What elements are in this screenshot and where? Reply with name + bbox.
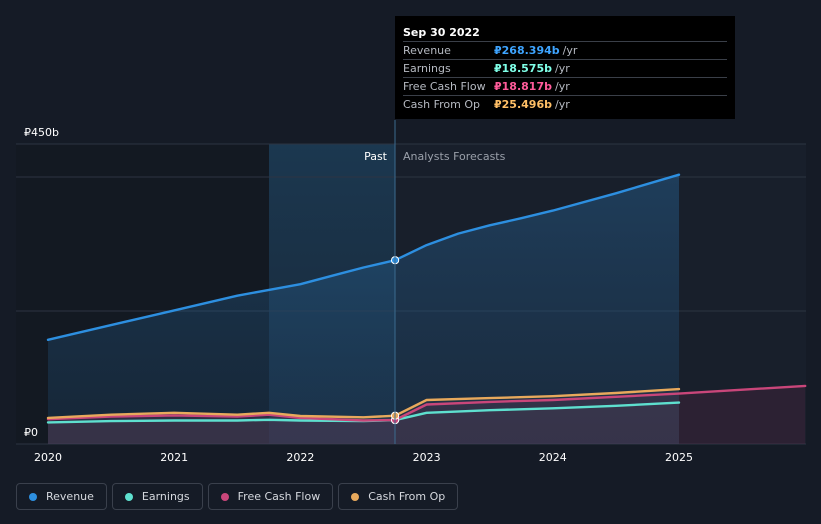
tooltip-value: ₽268.394b	[494, 44, 560, 57]
x-tick-label: 2022	[286, 451, 314, 464]
forecast-label: Analysts Forecasts	[403, 150, 506, 163]
legend-label: Free Cash Flow	[237, 490, 321, 503]
tooltip-unit: /yr	[562, 44, 578, 57]
area-cash-from-op	[48, 389, 679, 444]
tooltip-row-free-cash-flow: Free Cash Flow ₽18.817b /yr	[403, 78, 727, 96]
legend-dot-icon	[124, 492, 133, 501]
tooltip-row-revenue: Revenue ₽268.394b /yr	[403, 42, 727, 60]
series-line-revenue	[46, 173, 681, 341]
legend: Revenue Earnings Free Cash Flow Cash Fro…	[16, 483, 459, 510]
x-tick-label: 2020	[34, 451, 62, 464]
legend-dot-icon	[220, 492, 229, 501]
legend-item-free-cash-flow[interactable]: Free Cash Flow	[207, 483, 334, 510]
legend-label: Revenue	[46, 490, 94, 503]
legend-item-cash-from-op[interactable]: Cash From Op	[338, 483, 459, 510]
legend-dot-icon	[351, 492, 360, 501]
tooltip: Sep 30 2022 Revenue ₽268.394b /yr Earnin…	[395, 16, 735, 119]
x-tick-label: 2025	[665, 451, 693, 464]
area-earnings	[48, 402, 679, 444]
tooltip-label: Free Cash Flow	[403, 80, 486, 93]
tooltip-value: ₽18.575b	[494, 62, 552, 75]
legend-label: Earnings	[141, 490, 190, 503]
tooltip-label: Cash From Op	[403, 98, 481, 111]
tooltip-label: Earnings	[403, 62, 451, 75]
area-free-cash-flow	[48, 385, 806, 444]
tooltip-row-earnings: Earnings ₽18.575b /yr	[403, 60, 727, 78]
series-line-free-cash-flow	[46, 384, 807, 422]
x-tick-label: 2024	[539, 451, 567, 464]
tooltip-label: Revenue	[403, 44, 451, 57]
tooltip-unit: /yr	[554, 62, 570, 75]
past-label: Past	[364, 150, 388, 163]
tooltip-date: Sep 30 2022	[403, 24, 727, 42]
legend-dot-icon	[29, 492, 37, 501]
area-revenue	[48, 174, 679, 444]
legend-label: Cash From Op	[368, 490, 446, 503]
series-line-cash-from-op	[46, 387, 681, 420]
x-tick-label: 2023	[413, 451, 441, 464]
tooltip-row-cash-from-op: Cash From Op ₽25.496b /yr	[403, 96, 727, 113]
tooltip-value: ₽18.817b	[494, 80, 552, 93]
y-axis-bottom-label: ₽0	[24, 426, 38, 439]
tooltip-unit: /yr	[554, 80, 570, 93]
y-axis-top-label: ₽450b	[24, 126, 59, 139]
x-tick-label: 2021	[160, 451, 188, 464]
tooltip-value: ₽25.496b	[494, 98, 552, 111]
legend-item-earnings[interactable]: Earnings	[111, 483, 203, 510]
tooltip-unit: /yr	[554, 98, 570, 111]
legend-item-revenue[interactable]: Revenue	[16, 483, 107, 510]
